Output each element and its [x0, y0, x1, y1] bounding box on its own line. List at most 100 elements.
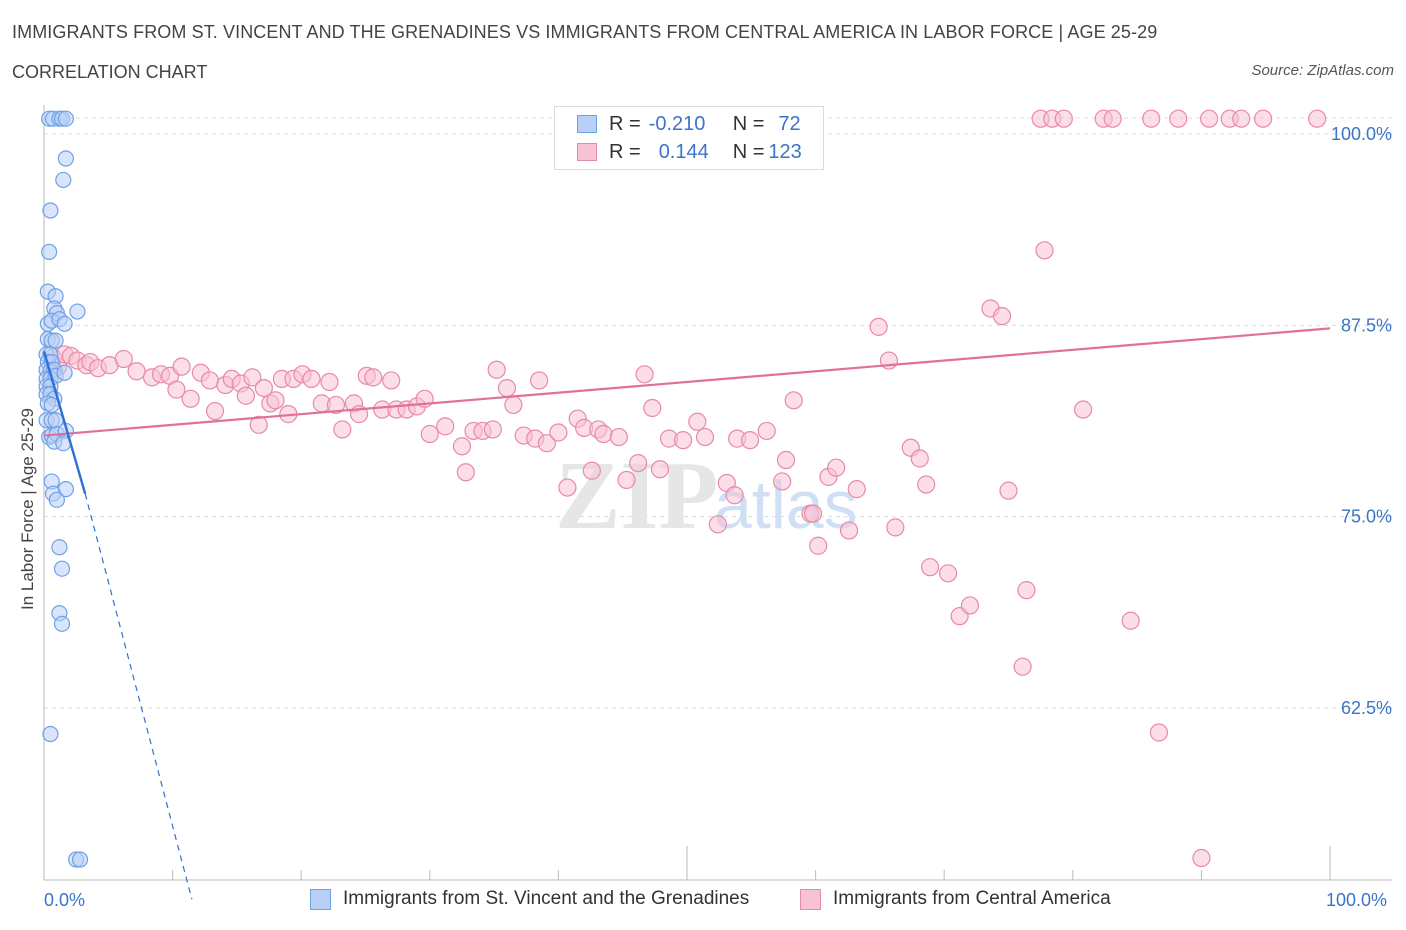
- point-pink: [420, 424, 439, 444]
- y-tick-label: 100.0%: [1331, 124, 1392, 144]
- point-pink: [172, 357, 191, 376]
- stats-box: R = -0.210 N = 72 R = 0.144 N = 123: [554, 106, 824, 170]
- point-pink: [1169, 109, 1188, 128]
- y-tick-label: 75.0%: [1341, 507, 1392, 527]
- x-tick-label-min: 0.0%: [44, 890, 86, 910]
- r-label: R =: [609, 140, 641, 163]
- point-pink: [558, 478, 577, 497]
- point-pink: [537, 434, 556, 453]
- point-pink: [695, 427, 715, 447]
- trend-line-pink: [43, 327, 1331, 437]
- point-pink: [960, 596, 980, 615]
- point-blue: [56, 364, 73, 381]
- point-pink: [773, 472, 792, 491]
- point-blue: [51, 539, 68, 556]
- point-pink: [320, 372, 339, 392]
- n-label: N =: [732, 140, 765, 163]
- point-pink: [1103, 109, 1122, 128]
- point-pink: [452, 437, 472, 456]
- point-blue: [56, 315, 73, 332]
- legend-item-pink[interactable]: Immigrants from Central America: [800, 888, 1111, 910]
- point-pink: [869, 317, 888, 336]
- chart-title: IMMIGRANTS FROM ST. VINCENT AND THE GREN…: [12, 22, 1158, 42]
- point-pink: [114, 349, 133, 369]
- point-pink: [740, 431, 760, 450]
- point-pink: [910, 449, 929, 468]
- point-pink: [497, 378, 517, 398]
- y-tick-labels: 100.0% 87.5% 75.0% 62.5%: [1331, 124, 1392, 718]
- legend-swatch-blue: [310, 888, 331, 910]
- trend-lines: [42, 327, 1331, 900]
- point-pink: [992, 307, 1012, 326]
- point-pink: [725, 486, 744, 505]
- legend-item-blue[interactable]: Immigrants from St. Vincent and the Gren…: [310, 888, 749, 910]
- point-pink: [839, 521, 859, 540]
- point-pink: [708, 515, 727, 534]
- point-pink: [436, 417, 455, 436]
- point-pink: [504, 395, 523, 415]
- point-pink: [635, 365, 654, 384]
- pink-r-value: 0.144: [658, 140, 709, 163]
- point-pink: [254, 378, 274, 398]
- source-label: Source: ZipAtlas.com: [1251, 62, 1394, 79]
- y-axis-title: In Labor Force | Age 25-29: [18, 408, 37, 610]
- point-pink: [236, 386, 256, 405]
- point-pink: [364, 368, 383, 387]
- chart-subtitle: CORRELATION CHART: [12, 62, 208, 82]
- point-blue: [53, 560, 71, 577]
- y-tick-label: 87.5%: [1341, 315, 1392, 335]
- grid: [44, 117, 1392, 709]
- stats-row-pink: R = 0.144 N = 123: [577, 139, 802, 165]
- point-pink: [629, 453, 648, 473]
- point-pink: [938, 564, 958, 583]
- point-pink: [1200, 109, 1219, 128]
- point-pink: [1254, 109, 1273, 128]
- point-pink: [617, 470, 636, 490]
- point-pink: [1035, 241, 1054, 260]
- trend-line-blue: [42, 351, 87, 495]
- x-tick-label-max: 100.0%: [1326, 890, 1388, 910]
- point-pink: [917, 475, 936, 494]
- point-pink: [249, 415, 268, 434]
- point-pink: [1073, 400, 1093, 419]
- blue-r-value: -0.210: [648, 112, 706, 135]
- point-pink: [266, 391, 285, 410]
- point-pink: [1149, 723, 1169, 742]
- point-pink: [483, 420, 502, 439]
- r-label: R =: [609, 112, 641, 135]
- point-pink: [205, 401, 225, 421]
- point-pink: [333, 420, 352, 439]
- point-pink: [809, 536, 828, 555]
- point-pink: [243, 368, 262, 387]
- point-pink: [582, 461, 601, 480]
- point-pink: [1017, 581, 1036, 600]
- watermark: ZIP atlas: [555, 442, 858, 550]
- point-blue: [42, 202, 59, 219]
- point-pink: [549, 423, 568, 442]
- point-pink: [650, 460, 670, 479]
- point-pink: [167, 380, 186, 399]
- point-pink: [456, 463, 475, 482]
- point-pink: [643, 398, 662, 418]
- point-pink: [1142, 109, 1161, 128]
- point-pink: [847, 480, 866, 499]
- point-pink: [1308, 109, 1327, 128]
- point-pink: [674, 431, 693, 450]
- point-pink: [1054, 109, 1073, 128]
- point-blue: [53, 615, 71, 632]
- point-pink: [827, 458, 846, 477]
- point-pink: [784, 391, 803, 410]
- legend-swatch-pink: [800, 888, 821, 910]
- point-pink: [382, 371, 401, 390]
- point-blue: [41, 243, 58, 260]
- point-pink: [487, 360, 506, 379]
- legend-label-blue: Immigrants from St. Vincent and the Gren…: [343, 888, 750, 909]
- n-label: N =: [732, 112, 765, 135]
- point-pink: [1013, 657, 1032, 676]
- y-tick-label: 62.5%: [1341, 698, 1392, 718]
- point-pink: [326, 395, 346, 415]
- point-pink: [886, 518, 905, 537]
- stats-row-blue: R = -0.210 N = 72: [577, 111, 801, 137]
- blue-n-value: 72: [778, 112, 801, 135]
